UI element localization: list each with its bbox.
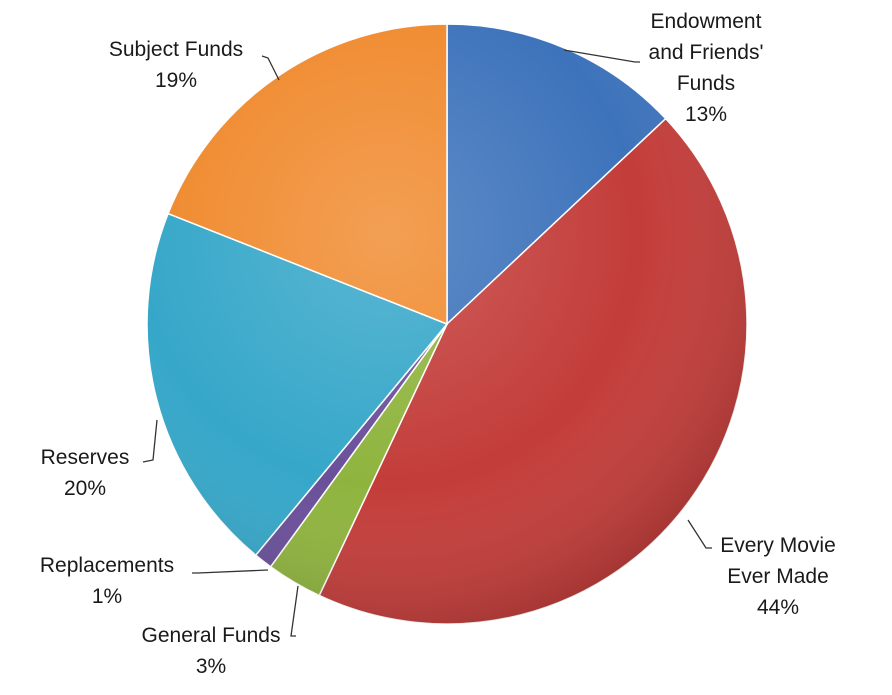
slice-label: Every Movie Ever Made 44% xyxy=(720,534,836,619)
slice-name: General Funds xyxy=(142,624,281,647)
slice-name: Every Movie xyxy=(720,534,836,557)
slice-labels: Endowment and Friends' Funds 13% Every Movie… xyxy=(40,10,836,678)
slice-name: Ever Made xyxy=(727,565,829,588)
leader-line xyxy=(261,55,280,81)
slice-percent: 19% xyxy=(155,69,197,92)
leader-line xyxy=(563,49,640,63)
slice-name: Replacements xyxy=(40,554,174,577)
slice-name: Reserves xyxy=(41,446,130,469)
leader-line xyxy=(142,419,158,463)
slice-label: Endowment and Friends' Funds 13% xyxy=(649,10,764,126)
slice-label: Subject Funds 19% xyxy=(109,38,243,92)
leader-line xyxy=(687,519,712,549)
leader-line xyxy=(192,569,269,574)
slice-name: and Friends' xyxy=(649,41,764,64)
leader-lines xyxy=(142,49,712,637)
leader-line xyxy=(290,585,299,637)
slice-percent: 3% xyxy=(196,655,226,678)
slice-percent: 1% xyxy=(92,585,122,608)
slice-label: General Funds 3% xyxy=(142,624,281,678)
slice-percent: 20% xyxy=(64,477,106,500)
slice-name: Funds xyxy=(677,72,735,95)
pie-slices xyxy=(146,23,748,625)
slice-name: Subject Funds xyxy=(109,38,243,61)
slice-name: Endowment xyxy=(651,10,762,33)
slice-percent: 13% xyxy=(685,103,727,126)
slice-label: Replacements 1% xyxy=(40,554,174,608)
slice-label: Reserves 20% xyxy=(41,446,130,500)
slice-percent: 44% xyxy=(757,596,799,619)
